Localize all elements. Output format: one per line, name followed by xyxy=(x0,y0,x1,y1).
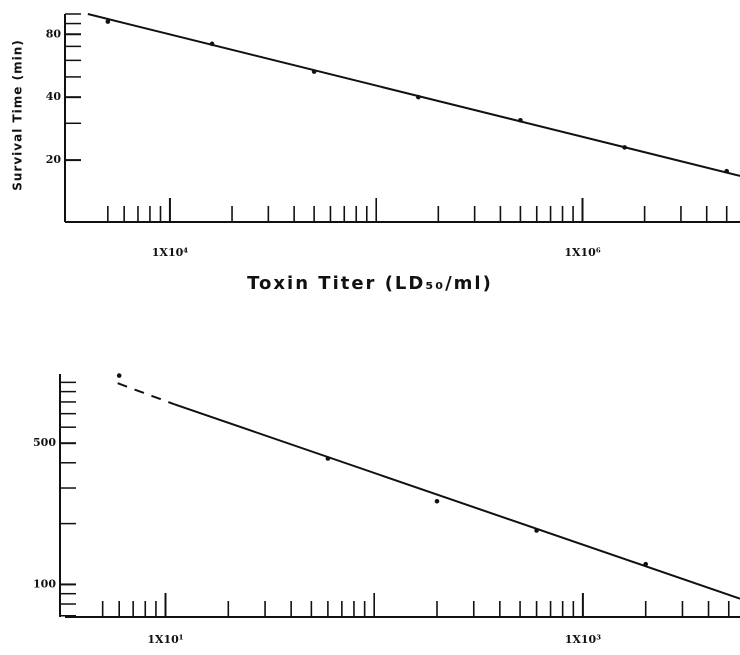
y-tick-label: 80 xyxy=(46,27,62,40)
fit-line xyxy=(87,13,740,177)
data-point xyxy=(116,373,122,378)
y-tick-label: 100 xyxy=(33,577,56,590)
y-tick-label: 40 xyxy=(46,90,62,103)
y-axis-label: Survival Time (min) xyxy=(11,39,25,191)
x-axis-label: Toxin Titer (LD₅₀/ml) xyxy=(247,273,493,294)
data-point xyxy=(105,19,111,24)
x-tick-label: 1X10⁴ xyxy=(152,246,188,259)
x-tick-label: 1X10¹ xyxy=(147,633,183,646)
data-point xyxy=(434,498,440,504)
extrapolated-line xyxy=(117,382,175,406)
y-tick-label: 500 xyxy=(33,436,56,449)
y-tick-label: 20 xyxy=(46,153,62,166)
fit-line xyxy=(173,403,740,600)
x-tick-label: 1X10³ xyxy=(565,633,601,646)
x-tick-label: 1X10⁶ xyxy=(564,246,600,259)
